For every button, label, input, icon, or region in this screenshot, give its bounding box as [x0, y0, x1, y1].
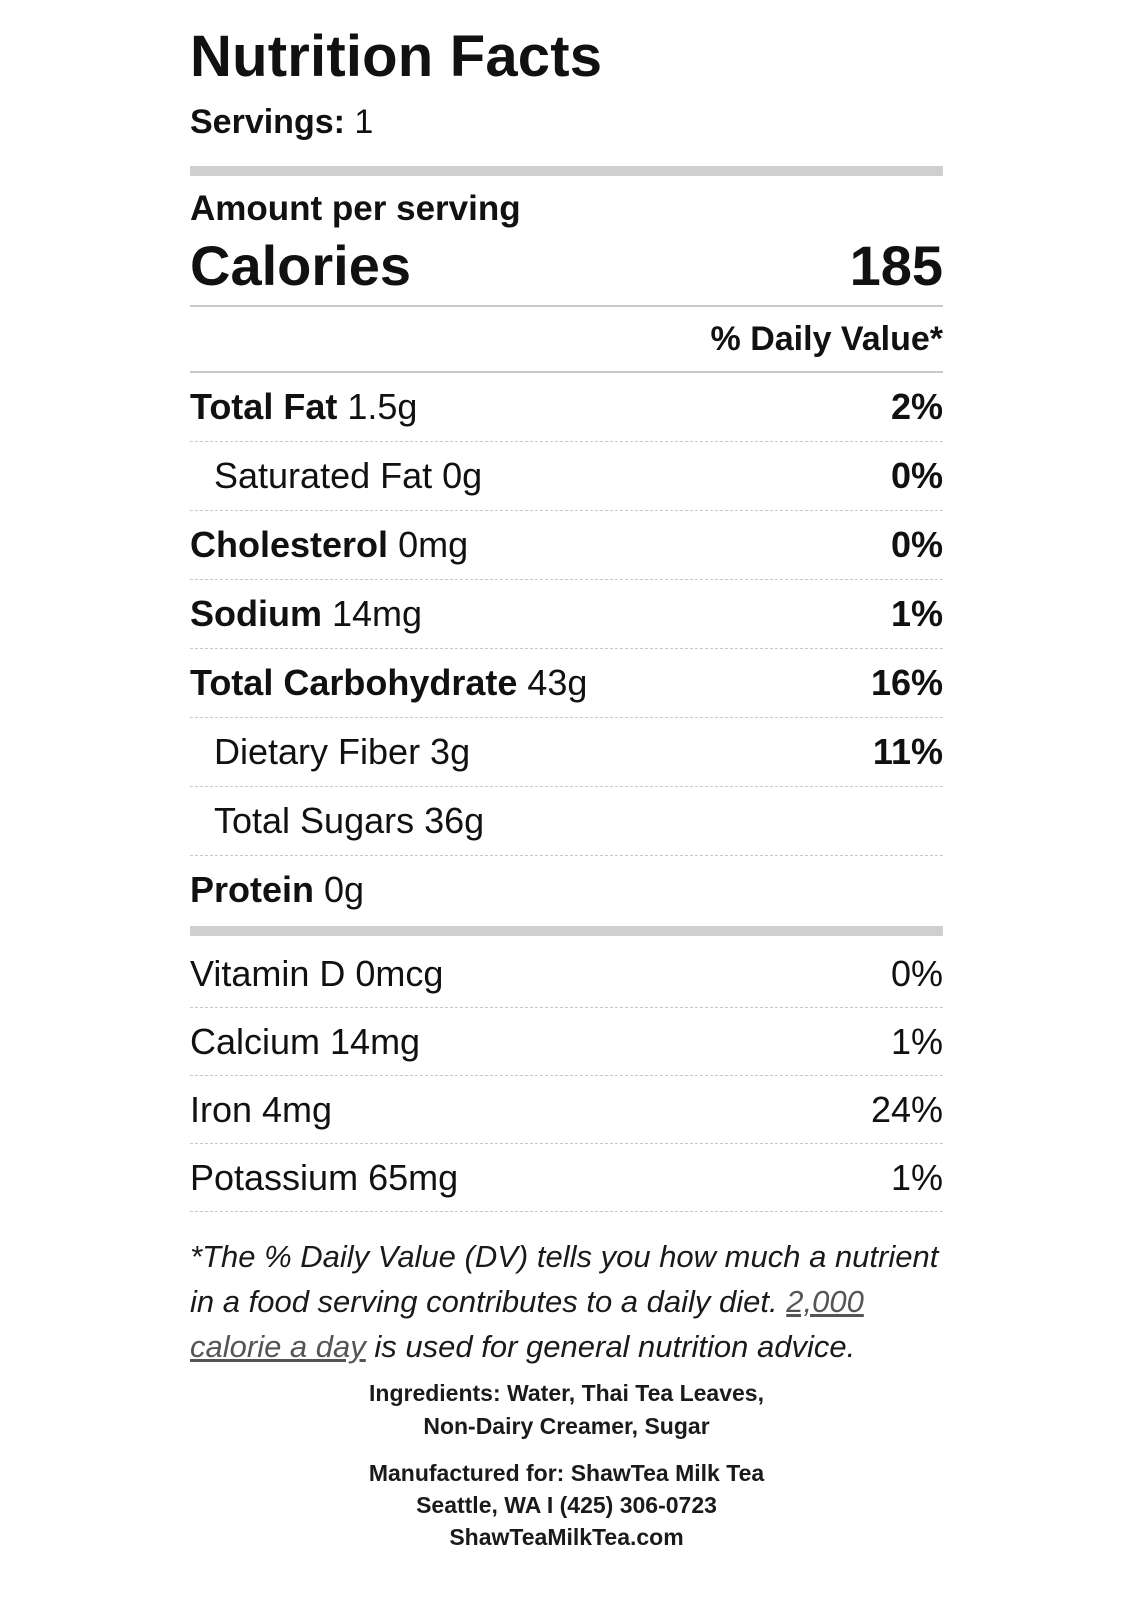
vitamin-row-iron: Iron 4mg 24%	[190, 1076, 943, 1144]
calories-value: 185	[849, 234, 943, 297]
vitamin-dv: 1%	[890, 1156, 943, 1198]
nutrient-row-total-fat: Total Fat 1.5g 2%	[190, 373, 943, 442]
vitamin-row-calcium: Calcium 14mg 1%	[190, 1008, 943, 1076]
manufacturer-block: Manufactured for: ShawTea Milk Tea Seatt…	[190, 1457, 943, 1553]
nutrient-name: Dietary Fiber 3g	[214, 731, 471, 772]
ingredients-line-2: Non-Dairy Creamer, Sugar	[423, 1413, 710, 1439]
nutrient-name: Cholesterol	[190, 524, 389, 565]
nutrient-name: Total Fat	[190, 386, 338, 427]
nutrient-name: Total Sugars 36g	[214, 800, 485, 841]
servings-line: Servings: 1	[190, 100, 943, 144]
manufacturer-line-2: Seattle, WA I (425) 306-0723	[416, 1492, 717, 1518]
nutrient-row-dietary-fiber: Dietary Fiber 3g 11%	[190, 718, 943, 787]
nutrient-row-total-sugars: Total Sugars 36g	[190, 787, 943, 856]
nutrient-dv: 1%	[890, 593, 943, 634]
vitamin-name: Iron 4mg	[190, 1088, 333, 1130]
nutrient-amount: 43g	[527, 662, 588, 703]
vitamin-name: Vitamin D 0mcg	[190, 952, 444, 994]
calories-label: Calories	[190, 234, 411, 297]
footnote-text-end: is used for general nutrition advice.	[374, 1329, 856, 1364]
nutrient-dv: 0%	[890, 455, 943, 496]
calories-row: Calories 185	[190, 233, 943, 307]
nutrient-name: Protein	[190, 869, 315, 910]
thick-divider-top	[190, 166, 943, 176]
footnote-text: *The % Daily Value (DV) tells you how mu…	[190, 1239, 939, 1319]
label-title: Nutrition Facts	[190, 24, 603, 89]
nutrient-dv: 0%	[890, 524, 943, 565]
nutrition-facts-label: Nutrition Facts Servings: 1 Amount per s…	[190, 20, 943, 1553]
amount-per-serving: Amount per serving	[190, 189, 521, 228]
servings-label: Servings:	[190, 103, 345, 141]
vitamin-dv: 1%	[890, 1020, 943, 1062]
nutrient-name: Sodium	[190, 593, 322, 634]
nutrient-row-total-carbohydrate: Total Carbohydrate 43g 16%	[190, 649, 943, 718]
nutrient-dv: 2%	[890, 386, 943, 427]
daily-value-header: % Daily Value*	[190, 307, 943, 373]
nutrient-dv: 16%	[870, 662, 943, 703]
vitamin-row-potassium: Potassium 65mg 1%	[190, 1144, 943, 1212]
nutrient-row-cholesterol: Cholesterol 0mg 0%	[190, 511, 943, 580]
vitamin-row-vitamin-d: Vitamin D 0mcg 0%	[190, 940, 943, 1008]
nutrient-name: Saturated Fat 0g	[214, 455, 483, 496]
nutrient-amount: 14mg	[332, 593, 423, 634]
nutrient-amount: 0g	[324, 869, 365, 910]
manufacturer-line-1: Manufactured for: ShawTea Milk Tea	[368, 1460, 765, 1486]
vitamin-name: Potassium 65mg	[190, 1156, 459, 1198]
daily-value-footnote: *The % Daily Value (DV) tells you how mu…	[190, 1234, 943, 1369]
nutrient-name: Total Carbohydrate	[190, 662, 518, 703]
nutrient-row-protein: Protein 0g	[190, 856, 943, 924]
ingredients-block: Ingredients: Water, Thai Tea Leaves, Non…	[190, 1377, 943, 1443]
thick-divider-middle	[190, 926, 943, 936]
nutrient-amount: 1.5g	[347, 386, 418, 427]
nutrient-row-sodium: Sodium 14mg 1%	[190, 580, 943, 649]
calorie-reference-link[interactable]: 2,000 calorie a day	[190, 1284, 864, 1364]
nutrient-amount: 0mg	[398, 524, 469, 565]
vitamin-name: Calcium 14mg	[190, 1020, 421, 1062]
servings-value: 1	[354, 103, 374, 141]
vitamin-dv: 0%	[890, 952, 943, 994]
nutrient-dv: 11%	[872, 731, 943, 772]
vitamin-dv: 24%	[870, 1088, 943, 1130]
nutrient-row-saturated-fat: Saturated Fat 0g 0%	[190, 442, 943, 511]
ingredients-line-1: Ingredients: Water, Thai Tea Leaves,	[369, 1380, 764, 1406]
website-text: ShawTeaMilkTea.com	[449, 1524, 684, 1550]
